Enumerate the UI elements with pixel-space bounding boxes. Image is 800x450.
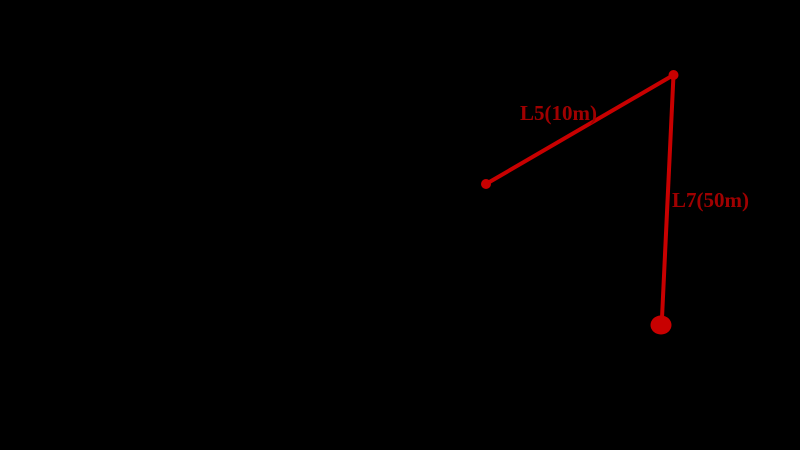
node-junction-top	[668, 70, 679, 80]
node-large-bottom	[650, 315, 672, 335]
link-l7-label: L7(50m)	[672, 188, 749, 212]
link-l5-line	[484, 73, 675, 186]
node-endpoint-left	[481, 179, 491, 189]
link-l7-line	[660, 74, 676, 319]
link-l5-label: L5(10m)	[520, 101, 597, 125]
